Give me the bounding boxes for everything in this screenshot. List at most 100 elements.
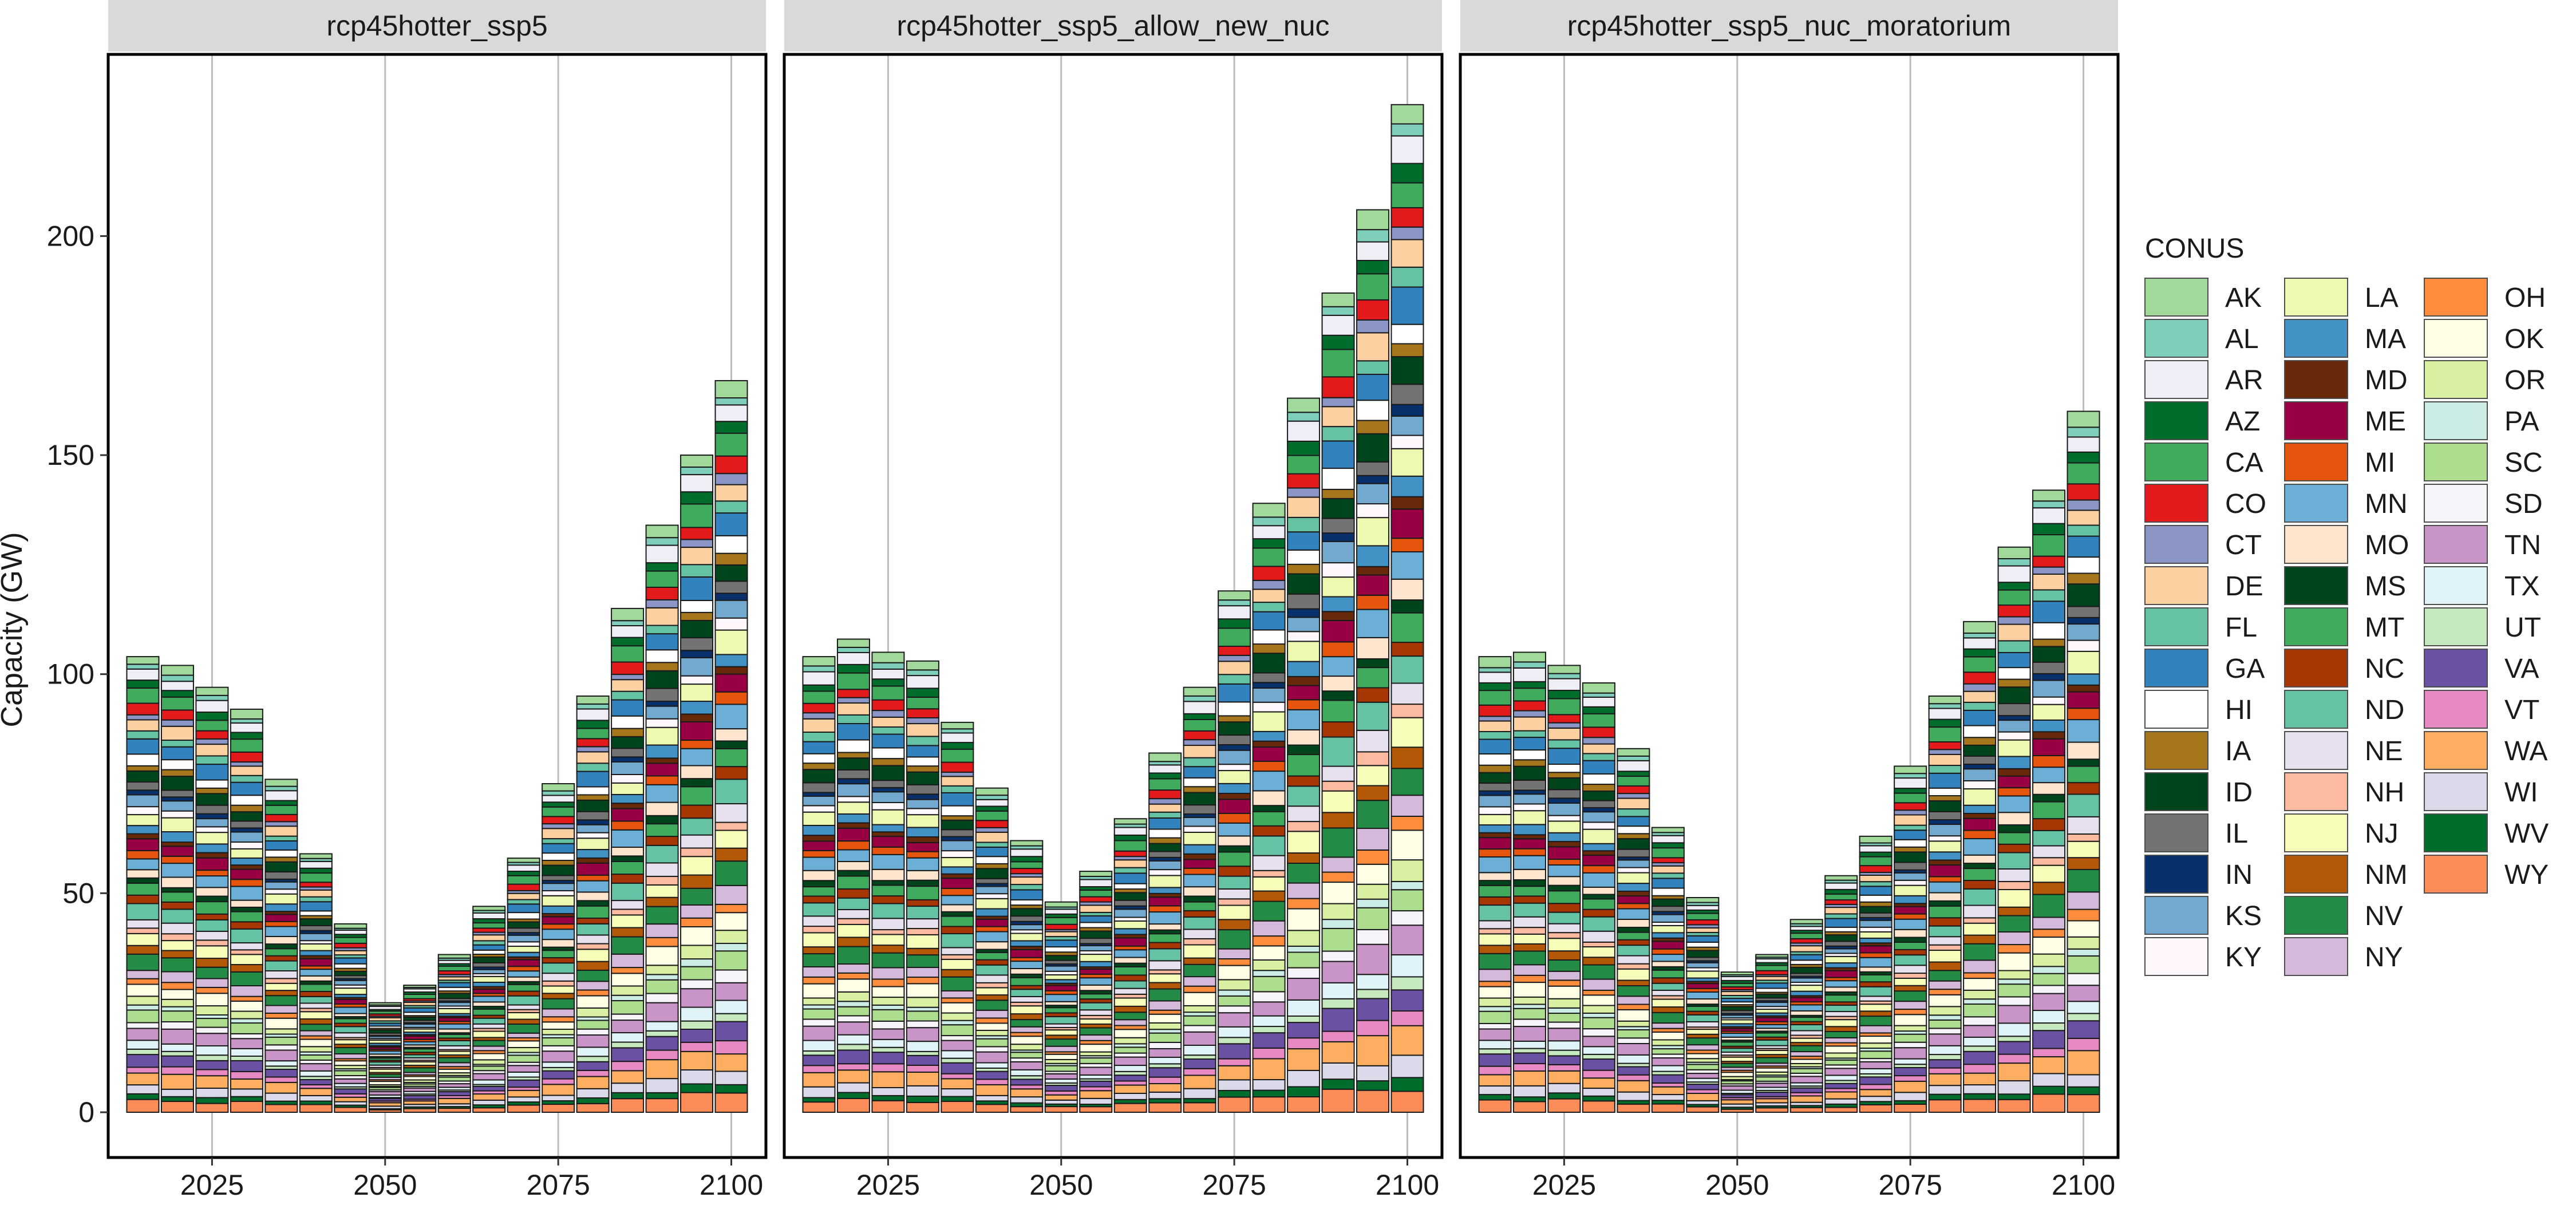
bar-segment: [264, 1068, 298, 1078]
bar-segment: [126, 1066, 160, 1074]
bar-segment: [1755, 1039, 1789, 1046]
bar-segment: [507, 1089, 540, 1098]
bar-segment: [714, 617, 748, 631]
bar-segment: [836, 946, 870, 965]
bar-segment: [126, 765, 160, 772]
bar-segment: [195, 895, 229, 903]
bar-segment: [1321, 765, 1355, 782]
bar-segment: [264, 1076, 298, 1083]
bar-segment: [1547, 1013, 1581, 1023]
bar-segment: [299, 990, 333, 997]
bar-segment: [1928, 1067, 1962, 1074]
legend-swatch-me: [2284, 401, 2348, 440]
bar-segment: [611, 936, 645, 955]
bar-segment: [1755, 987, 1789, 993]
bar-segment: [680, 503, 714, 528]
bar-segment: [1789, 1037, 1823, 1044]
bar-segment: [576, 832, 610, 839]
bar-segment: [1963, 838, 1997, 856]
bar-segment: [645, 775, 679, 785]
bar-segment: [802, 840, 836, 851]
bar-segment: [576, 900, 610, 907]
bar-segment: [1686, 1005, 1720, 1012]
bar-segment: [1010, 848, 1044, 858]
legend-swatch-wa: [2424, 731, 2488, 770]
legend-swatch-az: [2144, 401, 2208, 440]
bar-segment: [2032, 622, 2066, 640]
bar-segment: [1686, 991, 1720, 1000]
bar-segment: [1859, 966, 1893, 973]
bar-segment: [1252, 975, 1286, 993]
bar-segment: [906, 814, 939, 828]
bar-segment: [576, 989, 610, 997]
bar-segment: [802, 880, 836, 888]
bar-segment: [1547, 1098, 1581, 1113]
bar-segment: [1824, 913, 1858, 919]
bar-segment: [1617, 963, 1650, 970]
bar-segment: [1478, 824, 1512, 833]
bar-segment: [871, 880, 905, 886]
bar-segment: [1512, 895, 1546, 904]
bar-segment: [1789, 919, 1823, 925]
bar-segment: [1997, 731, 2031, 741]
bar-segment: [836, 1021, 870, 1036]
bar-segment: [941, 805, 974, 817]
bar-segment: [160, 740, 194, 748]
legend-swatch-or: [2424, 360, 2488, 399]
bar-segment: [1321, 562, 1355, 578]
bar-segment: [1390, 182, 1424, 208]
bar-segment: [871, 726, 905, 735]
bar-segment: [230, 868, 263, 880]
bar-segment: [906, 771, 939, 785]
bar-segment: [299, 995, 333, 1004]
bar-segment: [126, 738, 160, 755]
bar-segment: [1928, 840, 1962, 853]
bar-segment: [836, 702, 870, 716]
bar-segment: [1148, 843, 1182, 852]
bar-segment: [802, 769, 836, 784]
bar-segment: [714, 455, 748, 475]
bar-segment: [264, 881, 298, 890]
bar-segment: [1789, 977, 1823, 983]
bar-segment: [1755, 1098, 1789, 1104]
bar-segment: [1789, 1051, 1823, 1057]
bar-segment: [1547, 911, 1581, 925]
bar-segment: [230, 795, 263, 806]
legend-swatch-vt: [2424, 690, 2488, 729]
bar-segment: [1044, 1099, 1078, 1105]
legend-swatch-tx: [2424, 566, 2488, 605]
bar-segment: [334, 923, 368, 929]
bar-segment: [230, 921, 263, 930]
bar-segment: [299, 975, 333, 982]
bar-segment: [472, 944, 506, 951]
bar-segment: [334, 1070, 368, 1077]
bar-segment: [195, 826, 229, 833]
bar-segment: [1010, 1078, 1044, 1086]
bar-segment: [1651, 857, 1685, 864]
bar-segment: [975, 974, 1009, 983]
bar-segment: [1079, 1034, 1113, 1041]
bar-segment: [1478, 986, 1512, 999]
bar-segment: [1894, 1080, 1927, 1093]
bar-segment: [906, 928, 939, 935]
bar-segment: [1183, 777, 1216, 788]
bar-segment: [645, 946, 679, 966]
bar-segment: [802, 702, 836, 714]
bar-segment: [906, 723, 939, 737]
bar-segment: [299, 943, 333, 951]
bar-segment: [1113, 1012, 1147, 1021]
bar-segment: [230, 949, 263, 955]
bar-segment: [1218, 661, 1251, 675]
bar-segment: [1963, 701, 1997, 711]
bar-segment: [611, 927, 645, 938]
bar-segment: [126, 1028, 160, 1041]
legend-swatch-md: [2284, 360, 2348, 399]
bar-segment: [1512, 982, 1546, 998]
bar-segment: [1183, 859, 1216, 869]
bar-segment: [714, 484, 748, 502]
bar-segment: [1894, 824, 1927, 831]
legend-swatch-ut: [2424, 607, 2488, 646]
bar-segment: [1183, 1015, 1216, 1026]
bar-segment: [1287, 631, 1321, 642]
bar-segment: [1894, 839, 1927, 848]
